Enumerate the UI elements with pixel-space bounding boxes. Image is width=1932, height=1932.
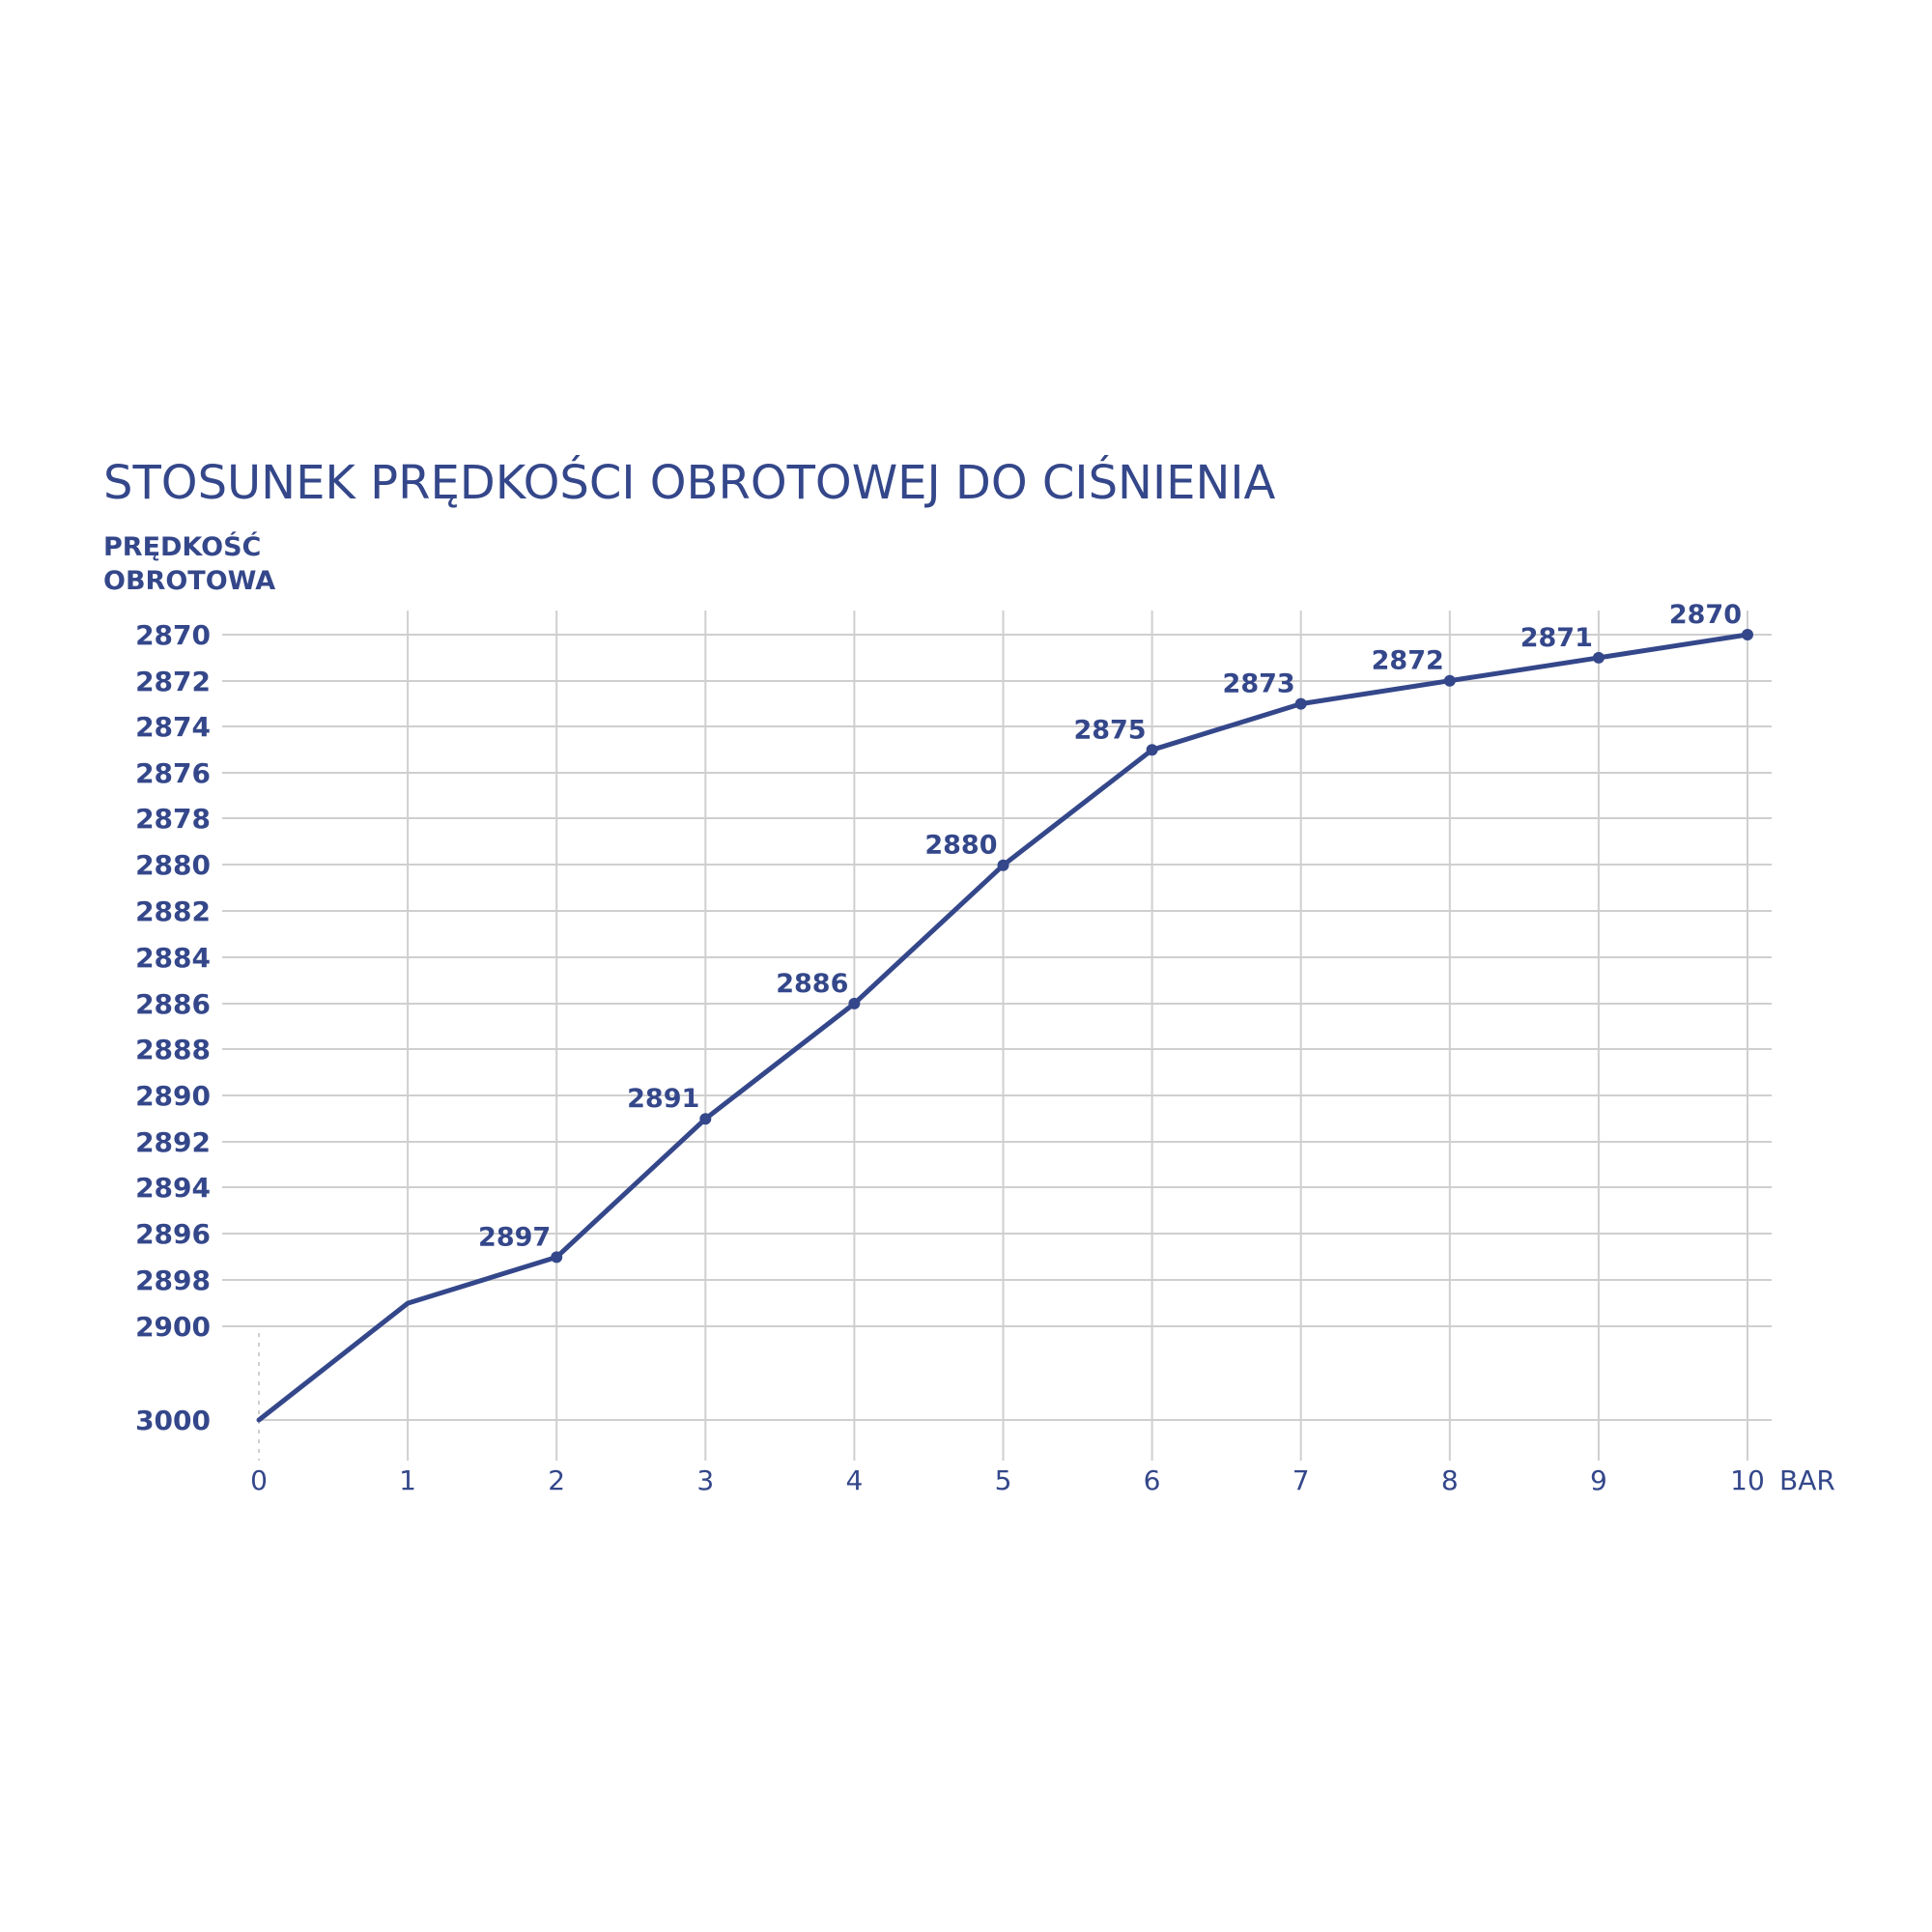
data-point xyxy=(848,997,861,1009)
data-point xyxy=(1146,744,1158,756)
x-tick-label: 6 xyxy=(1144,1464,1161,1496)
x-ticks: 0 1 2 3 4 5 6 7 8 9 10 xyxy=(250,1464,1765,1496)
y-tick-label: 2872 xyxy=(135,666,211,697)
y-tick-label: 2870 xyxy=(135,619,211,651)
x-tick-label: 3 xyxy=(696,1464,714,1496)
y-tick-label: 2894 xyxy=(135,1172,211,1204)
y-tick-label: 2890 xyxy=(135,1080,211,1112)
data-point xyxy=(1742,629,1753,640)
data-label: 2871 xyxy=(1520,623,1593,653)
data-label: 2880 xyxy=(924,831,997,861)
x-tick-label: 5 xyxy=(995,1464,1012,1496)
labels-layer: 2897 2891 2886 2880 2875 2873 2872 2871 2870 xyxy=(478,600,1742,1252)
data-label: 2875 xyxy=(1073,715,1146,745)
data-label: 2886 xyxy=(776,969,848,999)
x-tick-label: 1 xyxy=(399,1464,416,1496)
data-point xyxy=(1294,697,1307,710)
y-tick-label: 2888 xyxy=(135,1034,211,1065)
data-label: 2891 xyxy=(627,1084,699,1114)
data-point xyxy=(1592,651,1605,664)
data-point xyxy=(551,1251,563,1264)
data-point xyxy=(699,1113,712,1125)
y-tick-label: 2880 xyxy=(135,849,211,881)
y-tick-label: 2882 xyxy=(135,895,211,927)
y-ticks: 2870 2872 2874 2876 2878 2880 2882 2884 2886 2888… xyxy=(135,619,211,1436)
y-tick-label: 2876 xyxy=(135,757,211,789)
y-tick-label: 2892 xyxy=(135,1126,211,1158)
data-label: 2897 xyxy=(478,1222,551,1252)
x-tick-label: 10 xyxy=(1730,1464,1765,1496)
data-label: 2872 xyxy=(1372,646,1444,676)
data-point xyxy=(1443,674,1456,687)
y-tick-label: 2886 xyxy=(135,988,211,1020)
data-point xyxy=(997,859,1009,871)
y-axis-label-line-2: OBROTOWA xyxy=(103,566,275,596)
x-tick-label: 9 xyxy=(1590,1464,1607,1496)
y-tick-label: 3000 xyxy=(135,1405,211,1436)
x-tick-label: 4 xyxy=(845,1464,863,1496)
grid xyxy=(222,611,1772,1461)
y-tick-label: 2874 xyxy=(135,711,211,743)
x-tick-label: 7 xyxy=(1293,1464,1310,1496)
y-tick-label: 2878 xyxy=(135,803,211,835)
points-layer xyxy=(551,629,1753,1264)
y-tick-label: 2896 xyxy=(135,1218,211,1250)
y-axis-label-line-1: PRĘDKOŚĆ xyxy=(103,531,261,562)
chart-title: STOSUNEK PRĘDKOŚCI OBROTOWEJ DO CIŚNIENI… xyxy=(103,455,1276,510)
data-label: 2873 xyxy=(1223,669,1295,699)
x-axis-unit-label: BAR xyxy=(1779,1464,1835,1496)
x-tick-label: 0 xyxy=(250,1464,268,1496)
x-tick-label: 8 xyxy=(1441,1464,1459,1496)
data-label: 2870 xyxy=(1669,600,1742,630)
x-tick-label: 2 xyxy=(548,1464,565,1496)
y-tick-label: 2884 xyxy=(135,942,211,974)
y-tick-label: 2900 xyxy=(135,1311,211,1343)
y-tick-label: 2898 xyxy=(135,1264,211,1296)
